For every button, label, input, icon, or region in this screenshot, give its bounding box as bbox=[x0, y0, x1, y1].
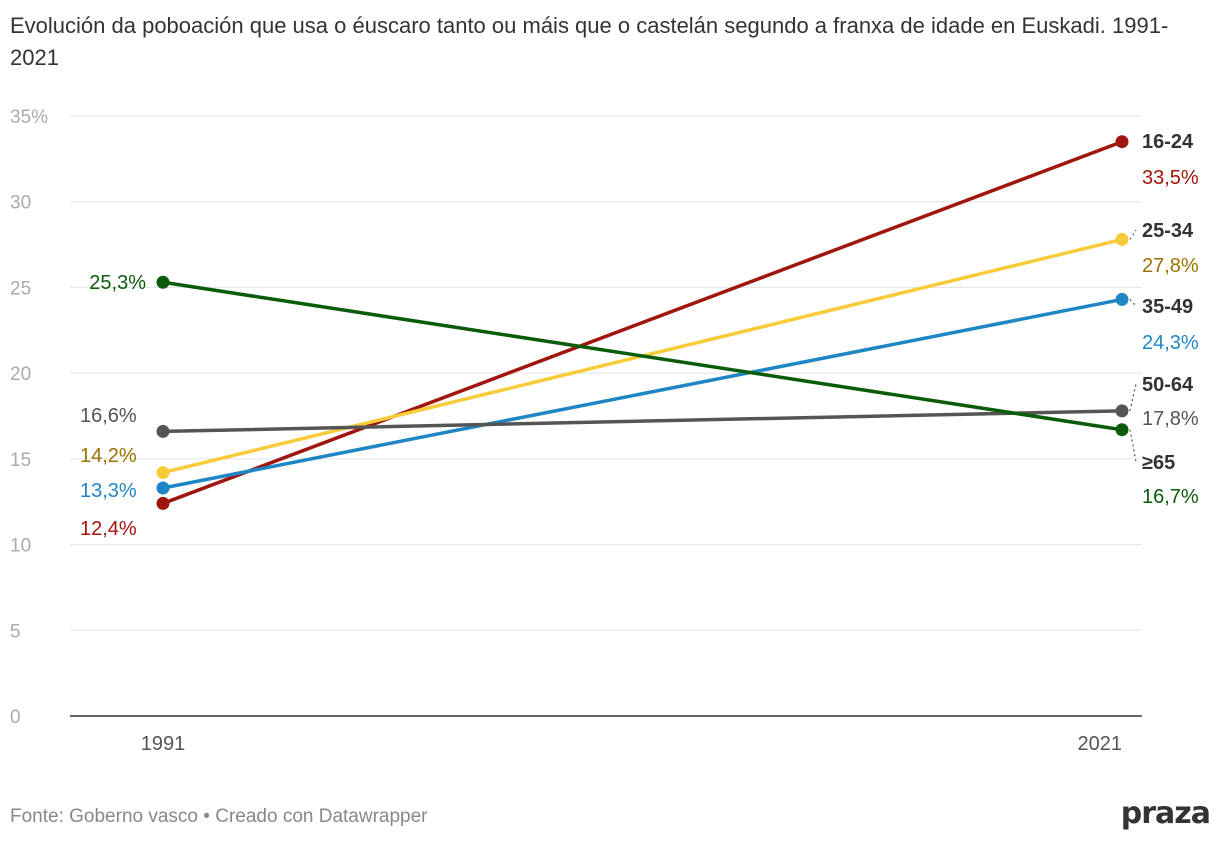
value-label-16-24-1991: 12,4% bbox=[80, 518, 137, 540]
y-tick-label: 0 bbox=[10, 707, 21, 728]
series-name-35-49: 35-49 bbox=[1142, 296, 1193, 318]
y-tick-label: 15 bbox=[10, 450, 31, 471]
series-name-≥65: ≥65 bbox=[1142, 452, 1175, 474]
credit-text: Creado con Datawrapper bbox=[215, 806, 428, 827]
data-point-35-49-1991 bbox=[156, 481, 170, 495]
data-point-50-64-2021 bbox=[1115, 404, 1129, 418]
data-point-50-64-1991 bbox=[156, 424, 170, 438]
y-tick-label: 20 bbox=[10, 364, 31, 385]
data-point-16-24-2021 bbox=[1115, 135, 1129, 149]
value-label-≥65-2021: 16,7% bbox=[1142, 486, 1199, 508]
data-point-≥65-2021 bbox=[1115, 423, 1129, 437]
footer-separator: • bbox=[198, 806, 216, 827]
label-leader-lines bbox=[1129, 229, 1137, 463]
x-tick-label: 2021 bbox=[1078, 733, 1123, 755]
gridlines bbox=[70, 115, 1142, 717]
value-label-25-34-2021: 27,8% bbox=[1142, 255, 1199, 277]
y-tick-label: 30 bbox=[10, 193, 31, 214]
value-label-50-64-2021: 17,8% bbox=[1142, 408, 1199, 430]
series-points bbox=[156, 135, 1129, 510]
chart-footer: Fonte: Goberno vasco • Creado con Datawr… bbox=[10, 806, 428, 828]
value-label-50-64-1991: 16,6% bbox=[80, 405, 137, 427]
x-axis-ticks: 1991 2021 bbox=[141, 733, 1122, 755]
leader-line-50-64 bbox=[1129, 383, 1137, 411]
brand-logo: praza bbox=[1120, 796, 1211, 831]
series-lines bbox=[161, 139, 1124, 506]
series-name-16-24: 16-24 bbox=[1142, 131, 1194, 153]
data-point-25-34-2021 bbox=[1115, 232, 1129, 246]
y-tick-label: 25 bbox=[10, 278, 31, 299]
series-name-50-64: 50-64 bbox=[1142, 374, 1194, 396]
leader-line-35-49 bbox=[1129, 299, 1137, 307]
series-line-35-49 bbox=[161, 297, 1124, 490]
data-point-25-34-1991 bbox=[156, 466, 170, 480]
y-tick-label: 35% bbox=[10, 107, 48, 128]
line-chart: 0 5 10 15 20 25 30 35% 1991 2021 12,4% 16-24 33,5%… bbox=[10, 107, 1199, 755]
value-label-16-24-2021: 33,5% bbox=[1142, 167, 1199, 189]
source-text: Fonte: Goberno vasco bbox=[10, 806, 198, 827]
value-label-35-49-2021: 24,3% bbox=[1142, 332, 1199, 354]
data-point-35-49-2021 bbox=[1115, 292, 1129, 306]
series-line-≥65 bbox=[161, 280, 1124, 432]
leader-line-25-34 bbox=[1129, 229, 1137, 240]
value-label-≥65-1991: 25,3% bbox=[89, 272, 146, 294]
x-tick-label: 1991 bbox=[141, 733, 186, 755]
chart-title: Evolución da poboación que usa o éuscaro… bbox=[10, 13, 1169, 70]
data-point-≥65-1991 bbox=[156, 275, 170, 289]
series-line-16-24 bbox=[161, 139, 1124, 506]
y-tick-label: 5 bbox=[10, 621, 21, 642]
data-labels: 12,4% 16-24 33,5% 14,2% 25-34 27,8% 13,3% 35-49… bbox=[80, 131, 1199, 540]
data-point-16-24-1991 bbox=[156, 496, 170, 510]
value-label-25-34-1991: 14,2% bbox=[80, 445, 137, 467]
leader-line-≥65 bbox=[1129, 429, 1137, 463]
y-tick-label: 10 bbox=[10, 536, 31, 557]
value-label-35-49-1991: 13,3% bbox=[80, 480, 137, 502]
series-name-25-34: 25-34 bbox=[1142, 220, 1194, 242]
series-line-50-64 bbox=[161, 409, 1124, 434]
y-axis-ticks: 0 5 10 15 20 25 30 35% bbox=[10, 107, 48, 728]
